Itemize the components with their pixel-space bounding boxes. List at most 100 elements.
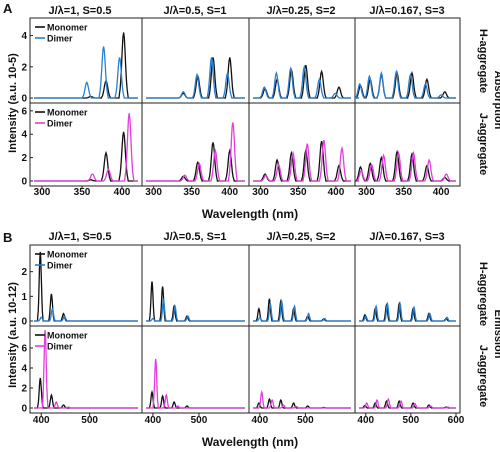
subplot-a-1-4 [354, 17, 461, 104]
dimer-series [253, 139, 351, 182]
x-tick-label: 400 [114, 187, 131, 198]
dimer-series [146, 358, 245, 409]
subplot-frame [141, 244, 250, 327]
j-aggregate-label-b: J-aggregate [477, 345, 489, 407]
y-tick-label: 2 [21, 153, 27, 164]
monomer-series [253, 397, 351, 409]
x-tick-label: 500 [403, 415, 420, 426]
monomer-series [359, 301, 456, 322]
x-tick-label: 400 [33, 415, 50, 426]
monomer-series [253, 141, 351, 182]
subplot-a-1-3 [248, 17, 356, 104]
x-tick-label: 500 [81, 415, 98, 426]
subplot-b-2-4: 400 500 600 [354, 325, 465, 426]
x-tick-label: 400 [433, 187, 450, 198]
dimer-series [253, 298, 351, 322]
x-tick-label: 350 [290, 187, 307, 198]
monomer-series [34, 377, 138, 409]
dimer-series [34, 113, 138, 182]
subplot-b-2-2: 400 500 [141, 325, 250, 426]
y-tick-label: 6 [21, 106, 27, 117]
x-tick-label: 300 [358, 187, 375, 198]
legend-entry: Dimer [47, 261, 73, 271]
y-axis-label-a: Intensity (a.u. 10-5) [7, 53, 19, 153]
subplot-a-2-2: 300 350 400 [141, 102, 250, 198]
x-tick-label: 400 [328, 187, 345, 198]
legend-entry: Dimer [47, 342, 73, 352]
subplot-frame [354, 102, 461, 187]
legend-entry: Monomer [47, 250, 88, 260]
dimer-series [354, 69, 456, 99]
dimer-series [146, 298, 245, 322]
y-tick-label: 2 [21, 267, 27, 278]
j-aggregate-label-a: J-aggregate [477, 113, 489, 175]
col-title-b-3: J/λ=0.25, S=2 [266, 231, 335, 243]
monomer-series [253, 298, 351, 322]
dimer-series [34, 307, 138, 322]
x-tick-label: 400 [251, 415, 268, 426]
subplot-b-1-4 [354, 244, 461, 327]
dimer-series [34, 46, 138, 99]
y-tick-label: 0 [21, 404, 27, 415]
x-axis-label-a: Wavelength (nm) [202, 207, 298, 221]
x-tick-label: 400 [357, 415, 374, 426]
col-title-a-4: J/λ=0.167, S=3 [369, 5, 444, 17]
monomer-series [359, 399, 456, 409]
subplot-a-2-3: 300 350 400 [248, 102, 356, 198]
subplot-a-2-4: 300 350 400 [354, 102, 461, 198]
y-tick-label: 4 [21, 364, 27, 375]
subplot-b-1-2 [141, 244, 250, 327]
col-title-a-3: J/λ=0.25, S=2 [266, 5, 335, 17]
y-tick-label: 0 [21, 177, 27, 188]
x-tick-label: 600 [448, 415, 465, 426]
y-tick-label: 0 [21, 94, 27, 105]
h-aggregate-label-a: H-aggregate [477, 29, 489, 93]
dimer-series [146, 122, 245, 182]
dimer-series [253, 389, 351, 409]
x-tick-label: 400 [145, 415, 162, 426]
col-title-a-1: J/λ=1, S=0.5 [49, 5, 112, 17]
monomer-series [34, 131, 138, 182]
col-title-a-2: J/λ=0.5, S=1 [164, 5, 227, 17]
col-title-b-1: J/λ=1, S=0.5 [49, 231, 112, 243]
dimer-series [146, 57, 245, 99]
subplot-a-1-2 [141, 17, 250, 104]
subplot-frame [248, 244, 356, 327]
x-tick-label: 300 [34, 187, 51, 198]
legend-entry: Monomer [47, 331, 88, 341]
legend-entry: Dimer [47, 34, 73, 44]
x-tick-label: 350 [183, 187, 200, 198]
emission-label: Emission [492, 310, 500, 359]
subplot-frame [354, 244, 461, 327]
legend-entry: Monomer [47, 23, 88, 33]
monomer-series [146, 281, 245, 322]
subplot-b-2-3: 400 500 [248, 325, 356, 426]
dimer-series [355, 150, 456, 182]
y-axis-label-b: Intensity (a.u. 10-12) [7, 282, 19, 388]
y-tick-label: 0 [21, 317, 27, 328]
x-tick-label: 350 [74, 187, 91, 198]
absorption-label: Absorption [492, 71, 500, 130]
y-tick-label: 1 [21, 292, 27, 303]
legend-entry: Monomer [47, 108, 88, 118]
x-tick-label: 500 [297, 415, 314, 426]
x-axis-label-b: Wavelength (nm) [202, 435, 298, 449]
col-title-b-4: J/λ=0.167, S=3 [369, 231, 444, 243]
dimer-series [359, 301, 456, 322]
subplot-b-1-3 [248, 244, 356, 327]
subplot-frame [248, 325, 356, 414]
panel-b-letter: B [3, 230, 12, 245]
x-tick-label: 500 [191, 415, 208, 426]
col-title-b-2: J/λ=0.5, S=1 [164, 231, 227, 243]
y-tick-label: 4 [21, 31, 27, 42]
